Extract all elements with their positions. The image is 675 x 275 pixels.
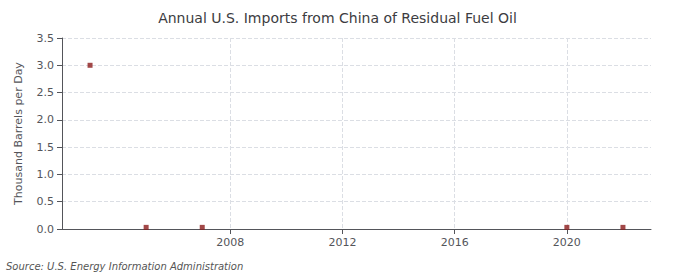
svg-text:2008: 2008 xyxy=(216,236,244,249)
svg-text:2.0: 2.0 xyxy=(37,113,55,126)
svg-text:3.0: 3.0 xyxy=(37,59,55,72)
svg-text:1.0: 1.0 xyxy=(37,168,55,181)
svg-text:Annual U.S. Imports from China: Annual U.S. Imports from China of Residu… xyxy=(158,10,517,26)
svg-text:Thousand Barrels per Day: Thousand Barrels per Day xyxy=(12,62,25,206)
svg-text:2012: 2012 xyxy=(328,236,356,249)
svg-text:Source: U.S. Energy Informatio: Source: U.S. Energy Information Administ… xyxy=(6,261,243,272)
svg-text:1.5: 1.5 xyxy=(37,141,55,154)
svg-text:3.5: 3.5 xyxy=(37,32,55,45)
svg-text:0.5: 0.5 xyxy=(37,195,55,208)
svg-text:2.5: 2.5 xyxy=(37,86,55,99)
svg-text:0.0: 0.0 xyxy=(37,223,55,236)
svg-text:2016: 2016 xyxy=(441,236,469,249)
svg-text:2020: 2020 xyxy=(553,236,581,249)
